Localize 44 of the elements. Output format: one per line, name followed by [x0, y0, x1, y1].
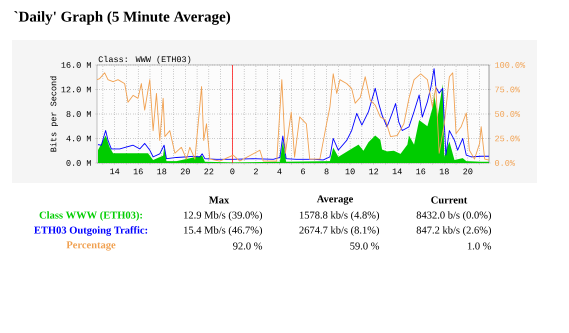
x-tick-label: 18	[440, 168, 449, 174]
y2-tick-label: 100.0%	[495, 62, 526, 68]
x-tick-label: 12	[369, 168, 378, 174]
text: 847.2 kb/s (2.6%)	[416, 226, 491, 236]
x-tick-label: 20	[463, 168, 472, 174]
y2-tick-label: 75.0%	[495, 86, 520, 92]
text: 15.4 Mb/s (46.7%)	[184, 226, 262, 236]
text: 59.0 %	[350, 242, 380, 250]
x-tick-label: 4	[277, 168, 282, 174]
text: Max	[208, 196, 230, 204]
x-tick-label: 20	[180, 168, 190, 174]
x-tick-label: 8	[324, 168, 329, 174]
x-tick-label: 14	[392, 168, 402, 174]
x-tick-label: 2	[254, 168, 258, 174]
text: 2674.7 kb/s (8.1%)	[299, 226, 380, 236]
x-tick-label: 14	[110, 168, 120, 174]
chart-title: `Daily' Graph (5 Minute Average)	[14, 11, 230, 25]
y-tick-label: 8.0 M	[66, 111, 91, 117]
y2-tick-label: 0.0%	[495, 160, 515, 166]
x-tick-label: 6	[301, 168, 306, 174]
text: 8432.0 b/s (0.0%)	[416, 211, 491, 221]
x-tick-label: 16	[416, 168, 426, 174]
y-tick-label: 16.0 M	[61, 62, 91, 68]
x-tick-label: 22	[204, 168, 214, 174]
y-tick-label: 12.0 M	[61, 86, 91, 92]
text: 1.0 %	[468, 242, 492, 250]
text: Current	[431, 196, 468, 204]
y2-tick-label: 50.0%	[495, 111, 520, 117]
y-tick-label: 4.0 M	[66, 136, 91, 142]
text: Percentage	[66, 241, 116, 251]
x-tick-label: 18	[157, 168, 166, 174]
y-tick-label: 0.0 M	[66, 160, 91, 166]
text: 1578.8 kb/s (4.8%)	[300, 211, 380, 221]
y-axis-title: Bits per Second	[50, 76, 58, 152]
text: Class WWW (ETH03):	[40, 211, 142, 221]
x-tick-label: 10	[346, 168, 355, 174]
text: ETH03 Outgoing Traffic:	[34, 226, 148, 236]
y2-tick-label: 25.0%	[495, 136, 520, 142]
text: 12.9 Mb/s (39.0%)	[184, 211, 262, 221]
x-tick-label: 0	[230, 168, 234, 174]
chart-subtitle: Class: WWW (ETH03)	[98, 56, 190, 64]
x-tick-label: 16	[134, 168, 143, 174]
text: 92.0 %	[233, 242, 262, 250]
text: Average	[316, 195, 354, 205]
